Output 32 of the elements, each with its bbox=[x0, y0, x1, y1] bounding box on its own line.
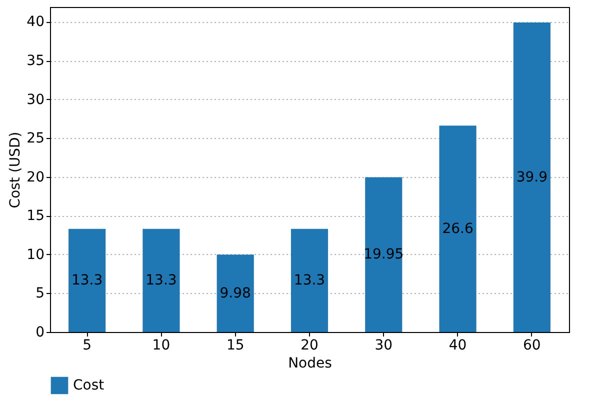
data-label: 39.9 bbox=[516, 169, 548, 186]
y-tick-label: 35 bbox=[26, 53, 44, 70]
y-tick-label: 30 bbox=[26, 92, 44, 108]
x-tick-label: 30 bbox=[374, 338, 393, 354]
y-tick-label: 20 bbox=[26, 169, 44, 186]
x-axis-title: Nodes bbox=[288, 356, 332, 372]
bar bbox=[439, 126, 476, 332]
y-tick-label: 40 bbox=[26, 14, 44, 30]
y-tick-label: 10 bbox=[26, 246, 44, 263]
y-tick-label: 0 bbox=[36, 324, 44, 340]
data-label: 26.6 bbox=[442, 220, 474, 237]
data-label: 13.3 bbox=[71, 272, 103, 288]
y-tick-label: 25 bbox=[26, 130, 44, 147]
bar bbox=[68, 228, 106, 332]
x-tick-label: 15 bbox=[226, 338, 244, 354]
data-label: 13.3 bbox=[146, 272, 177, 288]
x-tick-label: 40 bbox=[448, 338, 467, 354]
x-tick-label: 60 bbox=[523, 338, 541, 354]
bar bbox=[216, 254, 254, 332]
x-tick-label: 10 bbox=[152, 338, 170, 354]
bar bbox=[142, 228, 180, 332]
data-label: 13.3 bbox=[294, 272, 326, 288]
bar bbox=[365, 177, 402, 332]
data-label: 9.98 bbox=[220, 285, 251, 302]
legend-label: Cost bbox=[73, 378, 105, 394]
bar bbox=[513, 22, 550, 332]
y-tick-label: 15 bbox=[26, 208, 44, 224]
y-axis-title: Cost (USD) bbox=[8, 132, 24, 208]
x-tick-label: 5 bbox=[82, 338, 92, 354]
y-tick-label: 5 bbox=[36, 286, 44, 302]
x-tick-label: 20 bbox=[300, 338, 318, 354]
bar bbox=[290, 228, 328, 332]
